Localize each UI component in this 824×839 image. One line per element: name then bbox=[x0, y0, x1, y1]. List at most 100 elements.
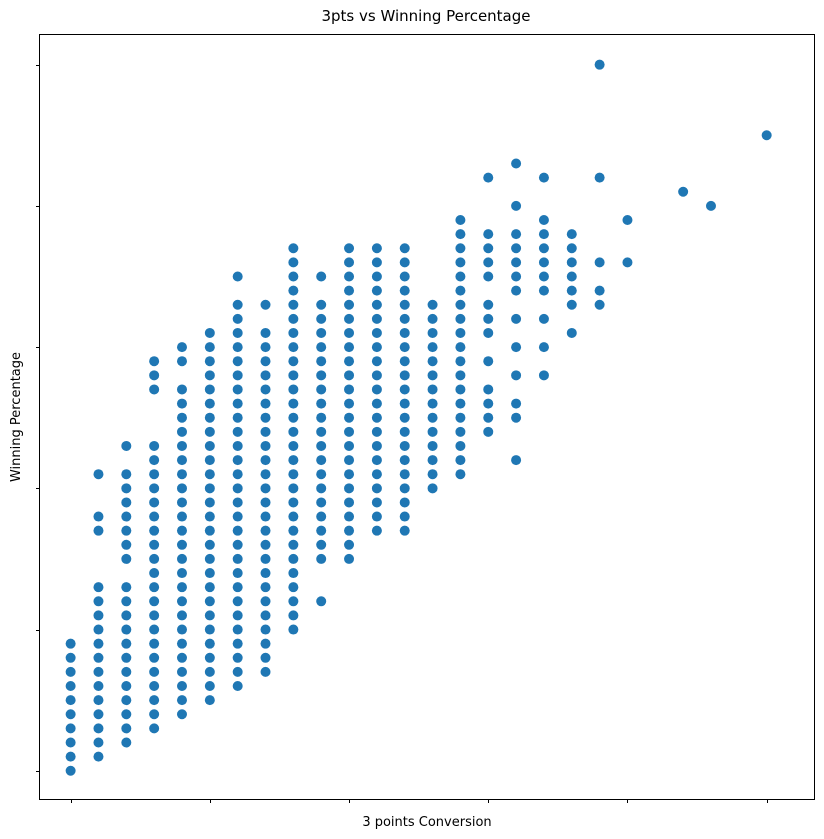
data-point bbox=[93, 751, 104, 762]
data-point bbox=[176, 610, 187, 621]
data-point bbox=[149, 723, 160, 734]
data-point bbox=[121, 539, 132, 550]
data-point bbox=[232, 412, 243, 423]
data-point bbox=[371, 342, 382, 353]
data-point bbox=[260, 539, 271, 550]
data-point bbox=[371, 412, 382, 423]
data-point bbox=[483, 356, 494, 367]
data-point bbox=[176, 652, 187, 663]
data-point bbox=[371, 455, 382, 466]
data-point bbox=[121, 582, 132, 593]
data-point bbox=[149, 610, 160, 621]
data-point bbox=[176, 638, 187, 649]
data-point bbox=[232, 398, 243, 409]
data-point bbox=[65, 652, 76, 663]
y-axis-label: Winning Percentage bbox=[9, 352, 24, 482]
data-point bbox=[288, 398, 299, 409]
data-point bbox=[371, 511, 382, 522]
data-point bbox=[232, 582, 243, 593]
data-point bbox=[288, 370, 299, 381]
data-point bbox=[65, 709, 76, 720]
data-point bbox=[121, 709, 132, 720]
data-point bbox=[232, 483, 243, 494]
data-point bbox=[93, 666, 104, 677]
data-point bbox=[316, 440, 327, 451]
data-point bbox=[176, 681, 187, 692]
data-point bbox=[149, 370, 160, 381]
data-point bbox=[344, 525, 355, 536]
data-point bbox=[149, 596, 160, 607]
data-point bbox=[483, 299, 494, 310]
data-point bbox=[93, 525, 104, 536]
data-point bbox=[371, 384, 382, 395]
data-point bbox=[260, 342, 271, 353]
data-point bbox=[399, 257, 410, 268]
data-point bbox=[260, 624, 271, 635]
data-point bbox=[232, 596, 243, 607]
data-point bbox=[566, 271, 577, 282]
data-point bbox=[566, 243, 577, 254]
data-point bbox=[204, 440, 215, 451]
data-point bbox=[455, 313, 466, 324]
data-point bbox=[204, 455, 215, 466]
data-point bbox=[455, 342, 466, 353]
data-point bbox=[538, 313, 549, 324]
data-point bbox=[316, 327, 327, 338]
data-point bbox=[204, 497, 215, 508]
data-point bbox=[232, 426, 243, 437]
data-point bbox=[288, 271, 299, 282]
data-point bbox=[93, 723, 104, 734]
data-point bbox=[93, 638, 104, 649]
data-point bbox=[260, 610, 271, 621]
data-point bbox=[232, 624, 243, 635]
data-point bbox=[427, 342, 438, 353]
data-point bbox=[594, 172, 605, 183]
data-point bbox=[93, 695, 104, 706]
data-point bbox=[232, 327, 243, 338]
data-point bbox=[371, 313, 382, 324]
data-point bbox=[204, 370, 215, 381]
data-point bbox=[483, 398, 494, 409]
data-point bbox=[316, 553, 327, 564]
data-point bbox=[232, 455, 243, 466]
data-point bbox=[761, 130, 772, 141]
data-point bbox=[204, 511, 215, 522]
data-point bbox=[204, 695, 215, 706]
data-point bbox=[149, 440, 160, 451]
data-point bbox=[149, 582, 160, 593]
data-point bbox=[455, 398, 466, 409]
data-point bbox=[399, 455, 410, 466]
data-point bbox=[399, 469, 410, 480]
data-point bbox=[511, 412, 522, 423]
data-point bbox=[511, 229, 522, 240]
data-point bbox=[455, 412, 466, 423]
data-point bbox=[371, 243, 382, 254]
data-point bbox=[176, 440, 187, 451]
data-point bbox=[204, 652, 215, 663]
data-point bbox=[65, 751, 76, 762]
data-point bbox=[344, 398, 355, 409]
data-point bbox=[65, 638, 76, 649]
data-point bbox=[121, 652, 132, 663]
data-point bbox=[176, 483, 187, 494]
data-point bbox=[427, 384, 438, 395]
data-point bbox=[538, 257, 549, 268]
data-point bbox=[288, 426, 299, 437]
data-point bbox=[288, 257, 299, 268]
data-point bbox=[232, 356, 243, 367]
data-point bbox=[260, 356, 271, 367]
data-point bbox=[176, 469, 187, 480]
data-point bbox=[511, 243, 522, 254]
data-point bbox=[316, 271, 327, 282]
data-point bbox=[399, 426, 410, 437]
data-point bbox=[511, 455, 522, 466]
data-point bbox=[204, 539, 215, 550]
data-point bbox=[566, 229, 577, 240]
data-point bbox=[511, 370, 522, 381]
data-point bbox=[344, 313, 355, 324]
data-point bbox=[455, 285, 466, 296]
data-point bbox=[149, 666, 160, 677]
data-point bbox=[149, 709, 160, 720]
data-point bbox=[232, 553, 243, 564]
